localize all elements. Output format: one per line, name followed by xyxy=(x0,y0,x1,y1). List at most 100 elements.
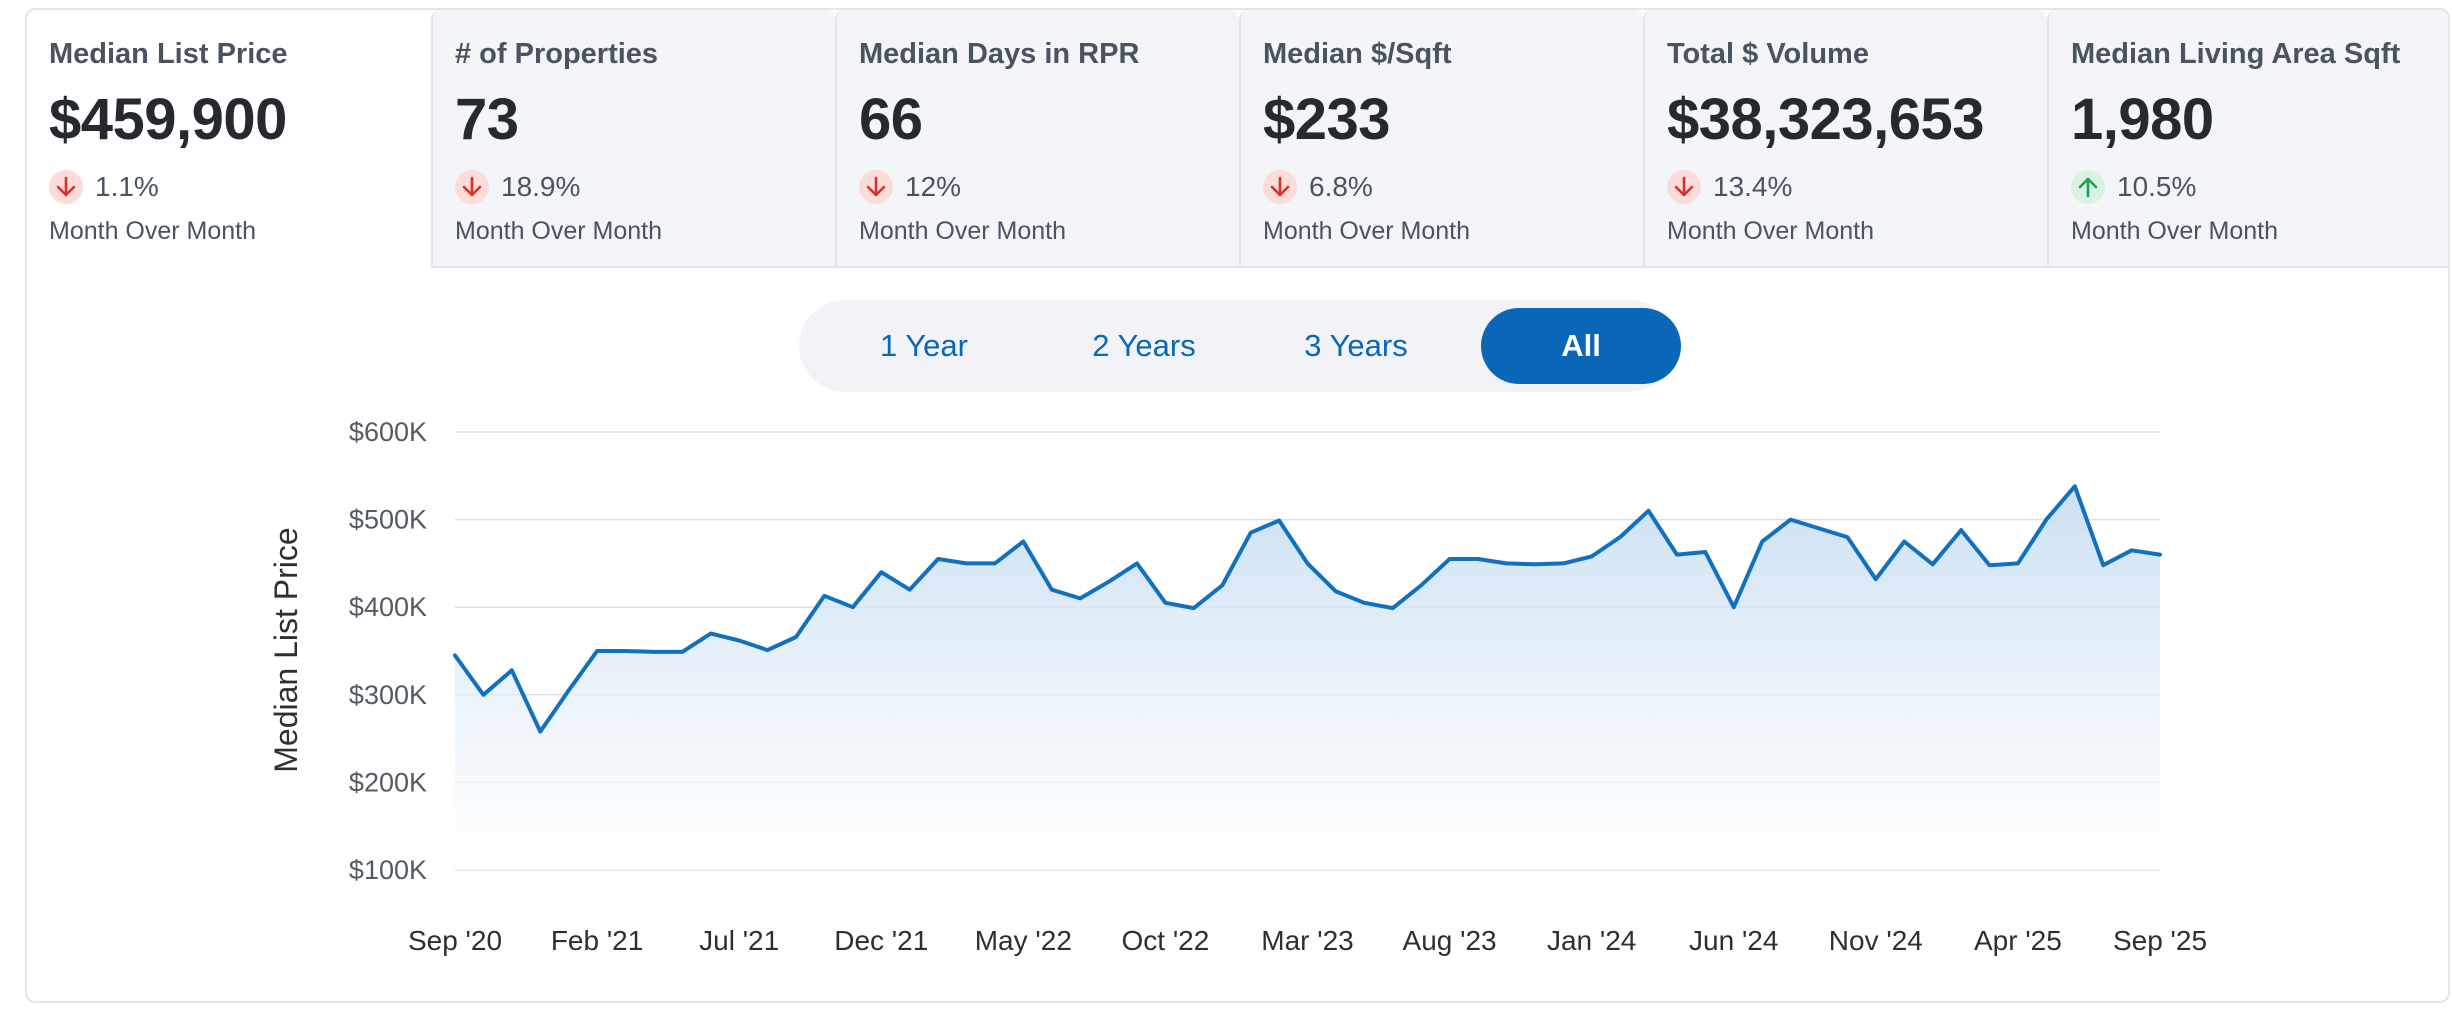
data-point[interactable] xyxy=(1785,514,1797,526)
data-point[interactable] xyxy=(1131,557,1143,569)
metric-tile-properties[interactable]: # of Properties 73 18.9% Month Over Mont… xyxy=(431,10,835,268)
metric-tile-price-per-sqft[interactable]: Median $/Sqft $233 6.8% Month Over Month xyxy=(1239,10,1643,268)
arrow-down-icon xyxy=(859,170,893,204)
data-point[interactable] xyxy=(1614,531,1626,543)
data-point[interactable] xyxy=(1472,553,1484,565)
y-axis-label: Median List Price xyxy=(268,527,304,772)
data-point[interactable] xyxy=(534,726,546,738)
tile-change-percent: 13.4% xyxy=(1713,171,1793,202)
x-tick-label: Oct '22 xyxy=(1122,925,1210,956)
data-point[interactable] xyxy=(1216,579,1228,591)
data-point[interactable] xyxy=(2154,549,2166,561)
arrow-down-icon xyxy=(1263,170,1297,204)
data-point[interactable] xyxy=(1870,573,1882,585)
metric-tile-living-area[interactable]: Median Living Area Sqft 1,980 10.5% Mont… xyxy=(2047,10,2448,268)
data-point[interactable] xyxy=(1358,597,1370,609)
data-point[interactable] xyxy=(676,646,688,658)
data-point[interactable] xyxy=(1927,558,1939,570)
data-point[interactable] xyxy=(733,634,745,646)
data-point[interactable] xyxy=(1671,549,1683,561)
x-tick-label: Feb '21 xyxy=(551,925,644,956)
data-point[interactable] xyxy=(563,684,575,696)
data-point[interactable] xyxy=(1586,550,1598,562)
data-point[interactable] xyxy=(1245,527,1257,539)
data-point[interactable] xyxy=(591,645,603,657)
x-tick-label: Jun '24 xyxy=(1689,925,1778,956)
data-point[interactable] xyxy=(1387,602,1399,614)
data-point[interactable] xyxy=(2069,480,2081,492)
data-point[interactable] xyxy=(989,557,1001,569)
data-point[interactable] xyxy=(477,689,489,701)
data-point[interactable] xyxy=(1728,601,1740,613)
data-point[interactable] xyxy=(1103,576,1115,588)
data-point[interactable] xyxy=(2040,514,2052,526)
data-point[interactable] xyxy=(1273,514,1285,526)
data-point[interactable] xyxy=(1415,579,1427,591)
data-point[interactable] xyxy=(1188,602,1200,614)
data-point[interactable] xyxy=(1756,536,1768,548)
range-button-3-years[interactable]: 3 Years xyxy=(1304,328,1408,363)
time-range-toggle: 1 Year 2 Years 3 Years All xyxy=(799,300,1681,392)
range-button-1-year[interactable]: 1 Year xyxy=(880,328,968,363)
data-point[interactable] xyxy=(1330,585,1342,597)
tile-label: Median List Price xyxy=(49,38,288,70)
metric-tile-days-in-rpr[interactable]: Median Days in RPR 66 12% Month Over Mon… xyxy=(835,10,1239,268)
tile-period: Month Over Month xyxy=(49,217,257,245)
data-point[interactable] xyxy=(1841,531,1853,543)
metric-tile-median-list-price[interactable]: Median List Price $459,900 1.1% Month Ov… xyxy=(27,10,431,268)
data-point[interactable] xyxy=(2012,557,2024,569)
data-point[interactable] xyxy=(1699,546,1711,558)
tile-change-percent: 6.8% xyxy=(1309,171,1373,202)
data-point[interactable] xyxy=(1557,557,1569,569)
data-point[interactable] xyxy=(1500,557,1512,569)
x-tick-label: Jan '24 xyxy=(1547,925,1636,956)
tile-change: 1.1% xyxy=(49,170,159,204)
data-point[interactable] xyxy=(2126,544,2138,556)
data-point[interactable] xyxy=(875,566,887,578)
data-point[interactable] xyxy=(790,631,802,643)
range-button-2-years[interactable]: 2 Years xyxy=(1092,328,1196,363)
tile-change: 6.8% xyxy=(1263,170,1373,204)
data-point[interactable] xyxy=(648,646,660,658)
data-point[interactable] xyxy=(904,584,916,596)
arrow-down-icon xyxy=(455,170,489,204)
data-point[interactable] xyxy=(1302,557,1314,569)
tile-period: Month Over Month xyxy=(859,217,1067,245)
data-point[interactable] xyxy=(620,645,632,657)
data-point[interactable] xyxy=(1898,536,1910,548)
data-point[interactable] xyxy=(1643,505,1655,517)
x-tick-label: Dec '21 xyxy=(834,925,928,956)
tile-change: 12% xyxy=(859,170,961,204)
data-point[interactable] xyxy=(1529,558,1541,570)
tile-value: 73 xyxy=(455,87,519,152)
tile-change-percent: 1.1% xyxy=(95,171,159,202)
data-point[interactable] xyxy=(762,644,774,656)
tile-value: $233 xyxy=(1263,87,1391,152)
tile-change: 10.5% xyxy=(2071,170,2196,204)
metric-tile-total-volume[interactable]: Total $ Volume $38,323,653 13.4% Month O… xyxy=(1643,10,2047,268)
tile-change: 13.4% xyxy=(1667,170,1792,204)
data-point[interactable] xyxy=(1074,592,1086,604)
tile-value: $459,900 xyxy=(49,87,287,152)
data-point[interactable] xyxy=(2097,559,2109,571)
price-line-series xyxy=(453,484,2162,734)
data-point[interactable] xyxy=(1159,597,1171,609)
y-tick-label: $500K xyxy=(349,505,427,535)
data-point[interactable] xyxy=(705,627,717,639)
data-point[interactable] xyxy=(1444,553,1456,565)
data-point[interactable] xyxy=(1984,559,1996,571)
x-tick-label: Sep '25 xyxy=(2113,925,2207,956)
data-point[interactable] xyxy=(1955,524,1967,536)
tile-period: Month Over Month xyxy=(1667,217,1875,245)
data-point[interactable] xyxy=(932,553,944,565)
tile-label: Total $ Volume xyxy=(1667,38,1869,70)
range-button-all[interactable]: All xyxy=(1481,308,1681,384)
data-point[interactable] xyxy=(506,664,518,676)
data-point[interactable] xyxy=(847,601,859,613)
data-point[interactable] xyxy=(961,557,973,569)
data-point[interactable] xyxy=(1017,536,1029,548)
data-point[interactable] xyxy=(449,649,461,661)
data-point[interactable] xyxy=(1813,522,1825,534)
data-point[interactable] xyxy=(1046,584,1058,596)
data-point[interactable] xyxy=(818,590,830,602)
